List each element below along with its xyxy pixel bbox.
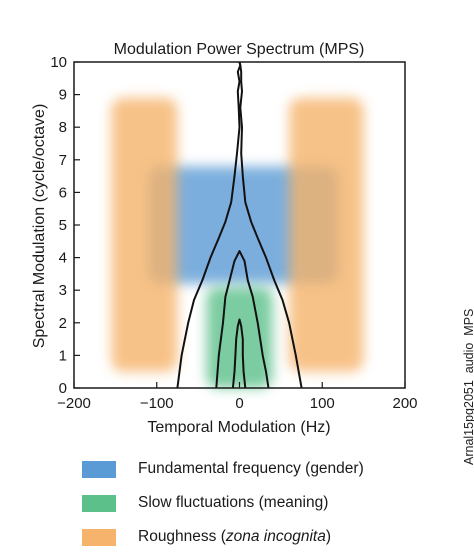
y-tick-label: 7 [59,152,67,169]
legend-item-fundamental: Fundamental frequency (gender) [82,452,412,486]
region-3 [289,97,364,372]
contour-line-0 [176,61,242,389]
region-2 [111,97,178,372]
y-axis-title: Spectral Modulation (cycle/octave) [31,104,48,349]
contour-line-1 [238,61,303,389]
y-tick-label: 4 [59,250,67,267]
x-tick-label: 100 [310,395,335,412]
y-tick-label: 5 [59,217,67,234]
region-1 [206,286,273,388]
y-tick-label: 0 [59,380,67,397]
y-tick-label: 3 [59,282,67,299]
figure-id-label: Arnal15pg2051_audio_MPS [462,308,474,465]
legend: Fundamental frequency (gender) Slow fluc… [82,452,412,554]
chart-title: Modulation Power Spectrum (MPS) [114,41,365,58]
x-tick-label: 0 [235,395,243,412]
contour-line-2 [215,250,270,389]
axis-ticks: −200 −100 0 100 200 0 1 2 3 4 5 6 7 8 9 10 [50,54,417,412]
x-axis-title: Temporal Modulation (Hz) [147,419,330,436]
y-tick-label: 2 [59,315,67,332]
legend-swatch-orange [82,528,116,546]
legend-swatch-green [82,494,116,512]
x-tick-label: −100 [140,395,174,412]
y-tick-label: 10 [50,54,67,71]
x-tick-label: 200 [392,395,417,412]
legend-label-fundamental: Fundamental frequency (gender) [138,460,364,477]
y-tick-label: 8 [59,119,67,136]
legend-label-slow: Slow fluctuations (meaning) [138,494,329,511]
legend-item-slow: Slow fluctuations (meaning) [82,486,412,520]
contour-line-3 [231,318,247,389]
y-tick-label: 6 [59,184,67,201]
y-tick-label: 1 [59,347,67,364]
legend-swatch-blue [82,460,116,478]
legend-item-roughness: Roughness (zona incognita) [82,520,412,554]
contour-lines [176,61,303,389]
shaded-regions [111,97,364,388]
legend-label-roughness: Roughness (zona incognita) [138,528,332,545]
x-tick-label: −200 [57,395,91,412]
y-tick-label: 9 [59,87,67,104]
